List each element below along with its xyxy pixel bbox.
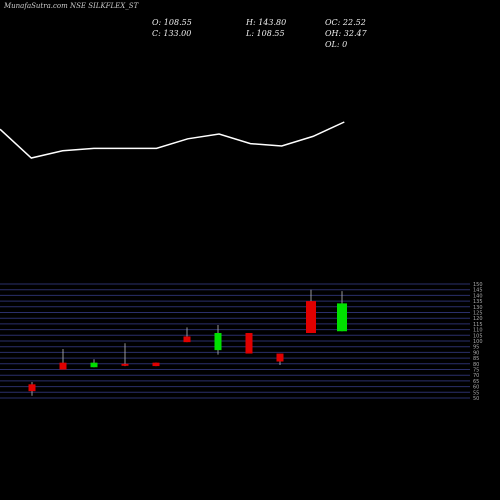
- candle: [59, 348, 67, 370]
- y-tick-label: 65: [473, 379, 479, 385]
- candle: [90, 359, 98, 368]
- y-tick-label: 60: [473, 385, 479, 391]
- y-tick-label: 90: [473, 350, 479, 356]
- candle: [28, 382, 36, 396]
- y-tick-label: 95: [473, 345, 479, 351]
- candle: [152, 362, 160, 367]
- y-tick-label: 120: [473, 316, 483, 322]
- y-tick-label: 100: [473, 339, 483, 345]
- y-tick-label: 50: [473, 396, 479, 402]
- candle: [121, 343, 129, 367]
- high-value: H: 143.80: [246, 18, 287, 27]
- y-tick-label: 105: [473, 333, 483, 339]
- y-axis-ticks: 5055606570758085909510010511011512012513…: [473, 282, 483, 402]
- y-tick-label: 85: [473, 356, 479, 362]
- low-value: L: 108.55: [246, 29, 285, 38]
- y-tick-label: 130: [473, 305, 483, 311]
- ohlc-mid: H: 143.80 L: 108.55: [246, 17, 286, 39]
- close-value: C: 133.00: [152, 29, 192, 38]
- candle-body: [183, 336, 191, 343]
- ol-value: OL: 0: [325, 40, 348, 49]
- oc-value: OC: 22.52: [325, 18, 366, 27]
- y-tick-label: 150: [473, 282, 483, 288]
- grid-lines: [0, 283, 470, 399]
- candles: [28, 289, 347, 396]
- candle: [245, 333, 253, 354]
- candle-body: [59, 362, 67, 370]
- candle-body: [245, 333, 253, 354]
- candle: [337, 291, 347, 332]
- candle: [306, 289, 316, 334]
- y-tick-label: 115: [473, 322, 483, 328]
- trend-line: [0, 121, 345, 159]
- oh-value: OH: 32.47: [325, 29, 367, 38]
- candle-body: [276, 353, 284, 362]
- candle: [214, 325, 222, 355]
- candle-body: [28, 384, 36, 392]
- chart-title: MunafaSutra.com NSE SILKFLEX_ST: [4, 2, 139, 10]
- y-tick-label: 70: [473, 373, 479, 379]
- y-tick-label: 140: [473, 293, 483, 299]
- y-tick-label: 135: [473, 299, 483, 305]
- y-tick-label: 145: [473, 288, 483, 294]
- candle-body: [214, 333, 222, 351]
- candle: [183, 327, 191, 343]
- candle-body: [90, 362, 98, 368]
- candle-body: [337, 303, 347, 332]
- ohlc-right: OC: 22.52 OH: 32.47 OL: 0: [325, 17, 367, 50]
- y-tick-label: 55: [473, 390, 479, 396]
- y-tick-label: 110: [473, 328, 483, 334]
- candle-body: [306, 301, 316, 334]
- candle-body: [152, 362, 160, 367]
- candle-body: [121, 363, 129, 366]
- y-tick-label: 75: [473, 368, 479, 374]
- y-tick-label: 80: [473, 362, 479, 368]
- open-value: O: 108.55: [152, 18, 192, 27]
- ohlc-left: O: 108.55 C: 133.00: [152, 17, 192, 39]
- candle: [276, 353, 284, 365]
- y-tick-label: 125: [473, 311, 483, 317]
